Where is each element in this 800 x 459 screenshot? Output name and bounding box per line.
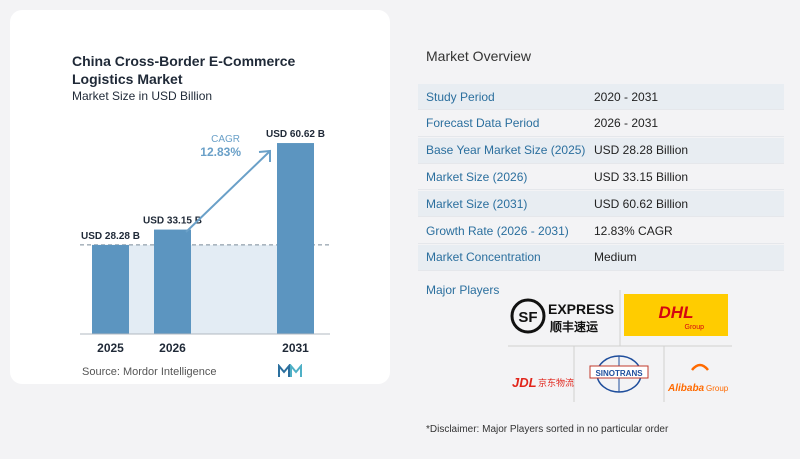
major-players-label: Major Players (426, 283, 500, 297)
sf-logo-icon: SF EXPRESS 顺丰速运 (510, 298, 614, 334)
overview-row: Growth Rate (2026 - 2031) 12.83% CAGR (418, 218, 784, 244)
bar (277, 143, 314, 334)
alibaba-logo-sub: Group (706, 384, 729, 393)
overview-row-value: Medium (594, 250, 637, 265)
overview-row: Study Period 2020 - 2031 (418, 84, 784, 110)
cagr-value: 12.83% (200, 145, 241, 159)
overview-row: Market Concentration Medium (418, 244, 784, 271)
bar (154, 229, 191, 334)
cagr-arrow-head (258, 149, 271, 162)
overview-row-label: Market Concentration (426, 250, 541, 265)
overview-row-value: USD 33.15 Billion (594, 169, 689, 184)
source-text: Source: Mordor Intelligence (82, 366, 217, 378)
mordor-logo-icon (278, 364, 302, 377)
major-players-logos: SF EXPRESS 顺丰速运 DHL Group JDL 京东物流 SINOT… (508, 290, 732, 402)
overview-row-label: Study Period (426, 89, 495, 104)
x-tick-label: 2025 (97, 341, 124, 355)
overview-row: Forecast Data Period 2026 - 2031 (418, 111, 784, 137)
overview-row: Base Year Market Size (2025) USD 28.28 Bi… (418, 137, 784, 164)
bar (92, 244, 129, 334)
bar-data-label: USD 28.28 B (81, 231, 140, 242)
overview-row-value: 2020 - 2031 (594, 89, 659, 104)
dhl-logo-icon: DHL Group (624, 294, 728, 336)
bar-chart: USD 28.28 B 2025 USD 33.15 B 2026 USD 60.62 … (80, 129, 330, 355)
overview-row-value: 2026 - 2031 (594, 116, 659, 131)
overview-row-label: Base Year Market Size (2025) (426, 143, 586, 158)
dhl-logo-text: DHL (659, 303, 694, 322)
overview-row-label: Market Size (2031) (426, 196, 528, 211)
overview-row-value: 12.83% CAGR (594, 223, 673, 238)
overview-row-value: USD 60.62 Billion (594, 196, 689, 211)
bar-data-label: USD 60.62 B (266, 129, 325, 140)
overview-row-label: Forecast Data Period (426, 116, 540, 131)
chart-subtitle: Market Size in USD Billion (72, 89, 213, 103)
overview-row-label: Market Size (2026) (426, 169, 528, 184)
svg-text:SF: SF (518, 309, 537, 326)
overview-row: Market Size (2026) USD 33.15 Billion (418, 164, 784, 191)
dhl-logo-sub: Group (685, 324, 705, 331)
sinotrans-logo-text: SINOTRANS (595, 369, 643, 378)
market-overview-title: Market Overview (426, 48, 532, 64)
x-tick-label: 2026 (159, 341, 186, 355)
cagr-label: CAGR (211, 134, 240, 145)
sinotrans-logo-icon: SINOTRANS (589, 355, 649, 393)
alibaba-logo-icon: Alibaba Group (667, 363, 729, 394)
jdl-logo-icon: JDL 京东物流 (512, 375, 574, 390)
jdl-logo-sub: 京东物流 (538, 377, 574, 389)
cagr-arrow-line (185, 151, 270, 233)
jdl-logo-text: JDL (512, 375, 537, 390)
alibaba-logo-text: Alibaba (667, 383, 705, 394)
disclaimer-text: *Disclaimer: Major Players sorted in no … (426, 424, 669, 435)
sf-logo-text: EXPRESS (548, 301, 614, 317)
overview-row-value: USD 28.28 Billion (594, 143, 689, 158)
overview-row-label: Growth Rate (2026 - 2031) (426, 223, 569, 238)
sf-logo-sub: 顺丰速运 (550, 319, 598, 334)
bar-data-label: USD 33.15 B (143, 216, 202, 227)
chart-title: China Cross-Border E-Commerce Logistics … (72, 53, 296, 87)
overview-row: Market Size (2031) USD 60.62 Billion (418, 191, 784, 218)
x-tick-label: 2031 (282, 341, 309, 355)
